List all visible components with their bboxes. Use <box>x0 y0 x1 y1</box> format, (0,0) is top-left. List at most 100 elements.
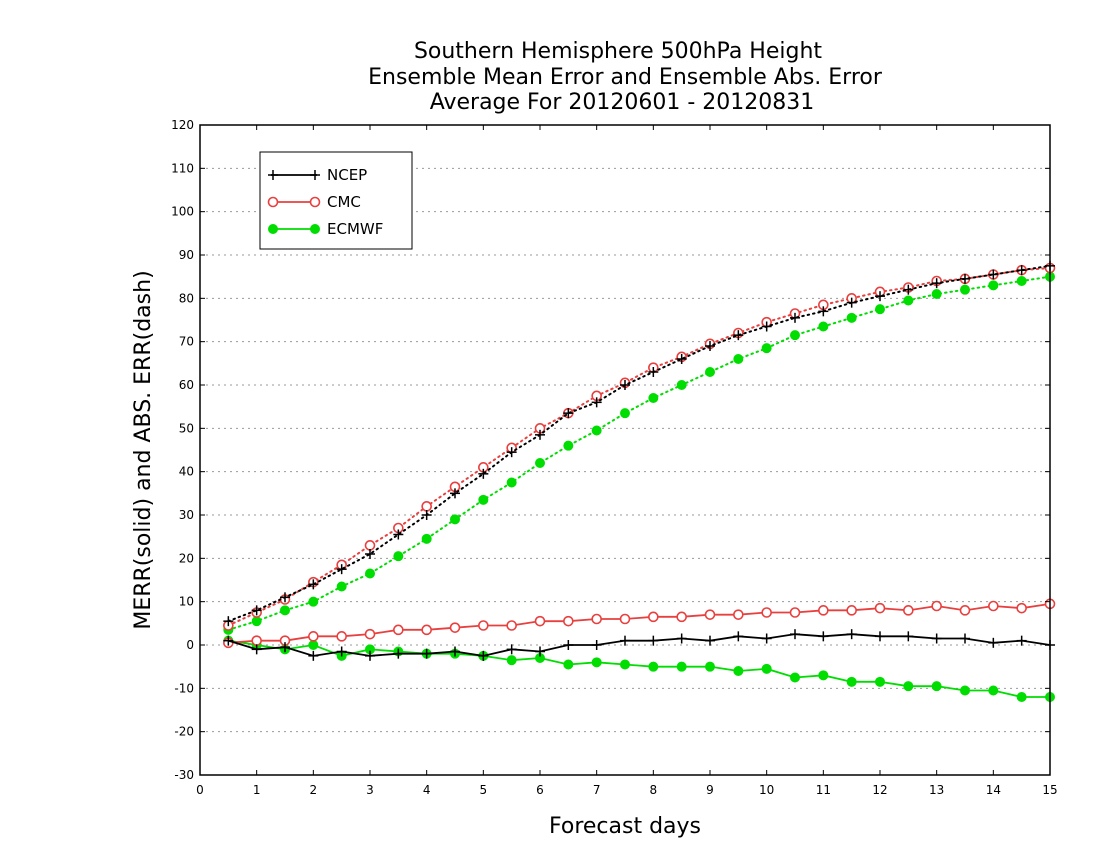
ecmwf-merr-point <box>705 661 715 672</box>
x-tick-label: 13 <box>929 783 944 797</box>
chart-title-line-1: Southern Hemisphere 500hPa Height <box>414 39 822 64</box>
ncep-abs-err-point <box>903 284 914 295</box>
y-tick-label: 40 <box>179 465 194 479</box>
ncep-merr-point <box>960 633 970 644</box>
cmc-merr-point <box>931 600 942 612</box>
ncep-abs-err-line <box>227 264 1051 623</box>
ncep-merr-point <box>931 633 942 644</box>
y-tick-label: 120 <box>171 118 194 132</box>
ecmwf-abs-err-point <box>1016 276 1027 286</box>
ncep-merr-point <box>591 640 602 650</box>
cmc-merr-point <box>421 624 432 636</box>
cmc-merr-point <box>251 635 262 646</box>
ncep-abs-err-point <box>676 354 687 364</box>
legend-label-ecmwf: ECMWF <box>327 220 383 238</box>
legend-marker-ecmwf <box>268 224 278 234</box>
series-ncep <box>223 260 1055 661</box>
ncep-abs-err-point <box>988 269 999 280</box>
cmc-merr-point <box>478 620 489 631</box>
x-tick-label: 6 <box>536 783 544 797</box>
ncep-abs-err-point <box>931 278 942 289</box>
cmc-merr-point <box>1016 602 1027 614</box>
legend-marker-ncep <box>268 170 278 180</box>
ecmwf-abs-err-point <box>280 605 290 616</box>
ncep-abs-err-point <box>563 408 574 419</box>
ncep-merr-point <box>535 646 545 657</box>
ncep-merr-point <box>790 629 800 640</box>
y-tick-label: 50 <box>179 421 194 435</box>
ecmwf-merr-point <box>591 657 602 668</box>
y-tick-label: 110 <box>171 161 194 175</box>
x-tick-label: 5 <box>480 783 488 797</box>
chart-title-line-2: Ensemble Mean Error and Ensemble Abs. Er… <box>368 65 883 90</box>
ncep-merr-point <box>620 635 630 646</box>
plot-frame <box>199 124 1051 776</box>
cmc-abs-err-point <box>421 501 432 512</box>
x-tick-label: 2 <box>310 783 318 797</box>
y-tick-label: 0 <box>186 638 194 652</box>
y-tick-label: -10 <box>174 681 194 695</box>
ncep-abs-err-point <box>421 510 432 520</box>
ecmwf-abs-err-point <box>535 458 545 468</box>
y-tick-label: -30 <box>174 768 194 782</box>
ecmwf-abs-err-point <box>676 380 687 390</box>
legend-item-ncep: NCEP <box>268 166 367 184</box>
cmc-merr-point <box>733 609 744 620</box>
ncep-abs-err-point <box>223 616 234 627</box>
x-tick-label: 15 <box>1042 783 1057 797</box>
ecmwf-abs-err-point <box>421 533 432 544</box>
ecmwf-abs-err-point <box>875 304 885 315</box>
ecmwf-abs-err-point <box>336 581 347 592</box>
ncep-merr-point <box>280 642 290 653</box>
ncep-abs-err-point <box>535 429 545 440</box>
ncep-abs-err-point <box>1016 265 1027 276</box>
y-tick-label: 30 <box>179 508 194 522</box>
ncep-merr-point <box>450 646 460 657</box>
ecmwf-abs-err-line <box>227 275 1051 631</box>
ecmwf-merr-point <box>620 659 630 670</box>
chart-title-line-3: Average For 20120601 - 20120831 <box>430 90 815 115</box>
y-tick-label: 60 <box>179 378 194 392</box>
legend-box <box>259 151 413 250</box>
ecmwf-abs-err-point <box>478 494 489 505</box>
cmc-abs-err-point <box>364 540 376 551</box>
cmc-merr-point <box>393 624 404 636</box>
y-tick-label: 90 <box>179 248 194 262</box>
legend-marker-ecmwf <box>310 224 320 234</box>
legend-label-cmc: CMC <box>327 193 361 211</box>
ncep-merr-point <box>336 646 347 657</box>
ecmwf-merr-point <box>676 661 687 672</box>
legend-label-ncep: NCEP <box>327 166 367 184</box>
ncep-abs-err-point <box>790 312 800 323</box>
cmc-merr-point <box>846 605 857 616</box>
ecmwf-merr-point <box>818 670 829 681</box>
ecmwf-merr-point <box>960 685 970 696</box>
ncep-merr-point <box>733 631 744 642</box>
x-tick-label: 8 <box>650 783 658 797</box>
ncep-merr-point <box>421 648 432 659</box>
legend-marker-cmc <box>267 196 279 208</box>
cmc-merr-point <box>364 628 376 640</box>
ncep-merr-point <box>393 648 404 659</box>
ncep-abs-err-point <box>478 468 489 479</box>
cmc-merr-point <box>336 631 347 642</box>
ecmwf-merr-point <box>931 681 942 692</box>
ncep-abs-err-point <box>506 447 517 458</box>
ecmwf-abs-err-point <box>251 616 262 627</box>
x-tick-label: 7 <box>593 783 601 797</box>
ncep-abs-err-point <box>761 321 772 332</box>
cmc-merr-point <box>308 631 319 642</box>
cmc-merr-point <box>761 607 772 618</box>
ecmwf-merr-point <box>903 681 914 692</box>
cmc-merr-point <box>789 607 801 618</box>
x-tick-label: 1 <box>253 783 261 797</box>
cmc-merr-point <box>903 605 914 616</box>
cmc-merr-point <box>874 602 886 614</box>
ecmwf-abs-err-point <box>846 312 857 323</box>
ncep-abs-err-point <box>308 579 319 590</box>
legend: NCEP CMC ECMWF <box>259 151 413 250</box>
cmc-merr-point <box>818 605 829 616</box>
ecmwf-abs-err-point <box>393 551 404 562</box>
cmc-merr-point <box>648 611 659 623</box>
